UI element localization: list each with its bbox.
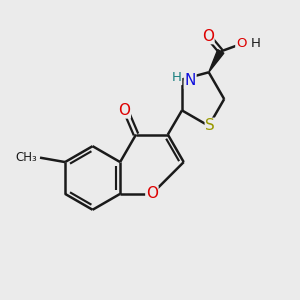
Text: O: O (146, 186, 158, 201)
Text: H: H (172, 71, 182, 85)
Text: O: O (118, 103, 130, 118)
Text: N: N (184, 74, 196, 88)
Text: H: H (251, 38, 261, 50)
Text: S: S (205, 118, 215, 133)
Text: CH₃: CH₃ (15, 151, 37, 164)
Polygon shape (209, 50, 224, 72)
Text: O: O (236, 37, 246, 50)
Text: O: O (202, 28, 214, 44)
